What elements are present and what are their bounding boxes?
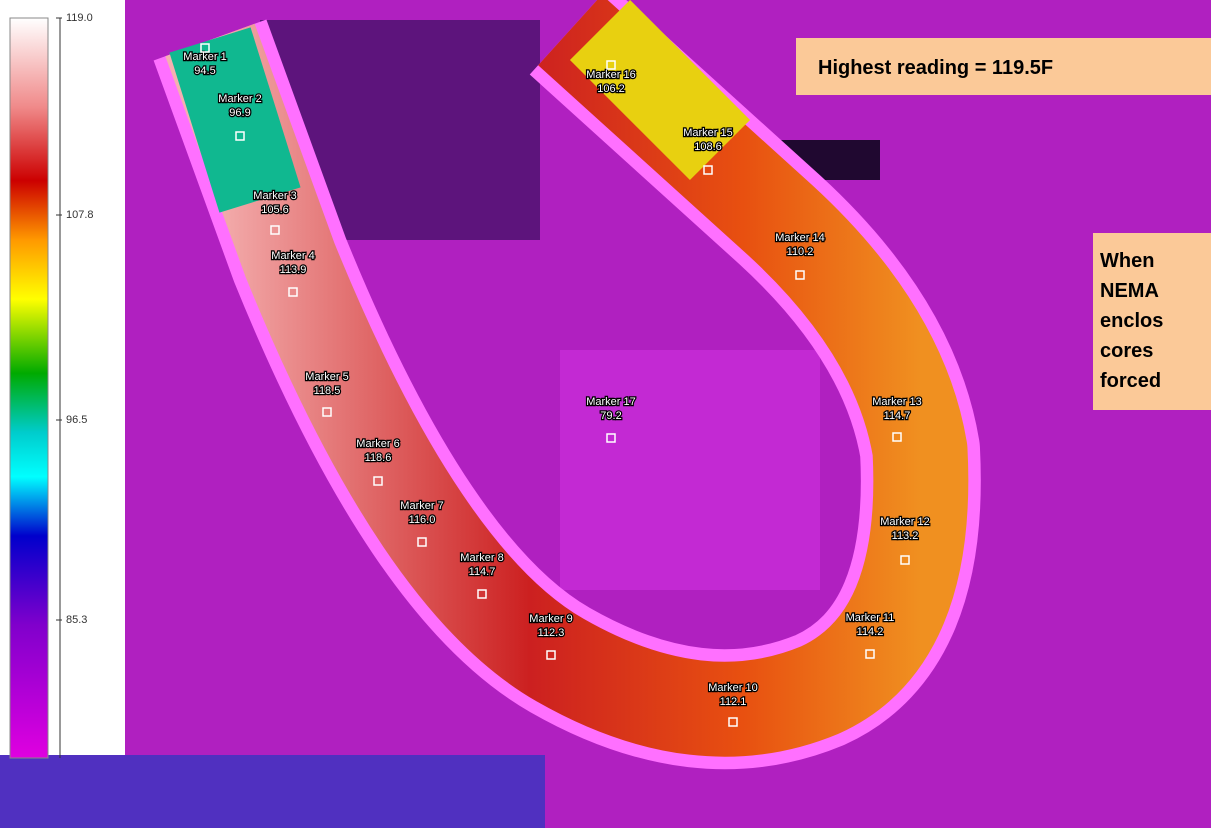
- thermal-view: Marker 1 94.5 Marker 2 96.9 Marker 3 105.6 Mar…: [0, 0, 1211, 828]
- marker-label: Marker 7: [400, 500, 443, 512]
- tick-label: 96.5: [66, 414, 87, 426]
- page: Marker 1 94.5 Marker 2 96.9 Marker 3 105.6 Mar…: [0, 0, 1211, 828]
- marker-label: Marker 13: [872, 396, 922, 408]
- marker-value: 114.7: [884, 410, 911, 422]
- marker-value: 113.9: [280, 264, 307, 276]
- bottom-strip: [0, 755, 545, 828]
- marker-value: 110.2: [787, 246, 814, 258]
- marker-value: 118.5: [314, 385, 341, 397]
- marker-value: 94.5: [194, 65, 215, 77]
- marker-value: 106.2: [597, 83, 625, 95]
- color-scale: [10, 18, 48, 758]
- tick-label: 107.8: [66, 209, 94, 221]
- marker-label: Marker 10: [708, 682, 758, 694]
- marker-label: Marker 12: [880, 516, 930, 528]
- callout-text: Highest reading = 119.5F: [818, 57, 1053, 79]
- marker-value: 118.6: [365, 452, 392, 464]
- marker-label: Marker 11: [846, 612, 895, 624]
- marker-label: Marker 6: [356, 438, 399, 450]
- marker-label: Marker 8: [460, 552, 503, 564]
- tick-label: 85.3: [66, 614, 87, 626]
- marker-label: Marker 1: [183, 51, 226, 63]
- note: When NEMA enclos cores forced: [1100, 250, 1163, 392]
- marker-value: 114.7: [469, 566, 496, 578]
- marker-value: 113.2: [892, 530, 919, 542]
- marker-label: Marker 5: [305, 371, 348, 383]
- note-line: When: [1100, 250, 1154, 272]
- note-line: NEMA: [1100, 280, 1159, 302]
- floor-region: [560, 350, 820, 590]
- tick-label: 119.0: [66, 12, 93, 24]
- marker-value: 108.6: [694, 141, 722, 153]
- conductor-cool-end: [210, 40, 260, 200]
- marker-label: Marker 15: [683, 127, 733, 139]
- marker-label: Marker 16: [586, 69, 636, 81]
- marker-value: 112.1: [720, 696, 747, 708]
- marker-value: 79.2: [600, 410, 621, 422]
- marker-value: 105.6: [261, 204, 289, 216]
- marker-label: Marker 2: [218, 93, 261, 105]
- marker-label: Marker 9: [529, 613, 572, 625]
- marker-label: Marker 4: [271, 250, 314, 262]
- marker-label: Marker 17: [586, 396, 636, 408]
- marker-value: 96.9: [229, 107, 250, 119]
- marker-label: Marker 3: [253, 190, 296, 202]
- marker-value: 116.0: [409, 514, 436, 526]
- note-line: enclos: [1100, 310, 1163, 332]
- marker-value: 114.2: [857, 626, 884, 638]
- note-line: forced: [1100, 370, 1161, 392]
- marker-value: 112.3: [538, 627, 565, 639]
- marker-label: Marker 14: [775, 232, 825, 244]
- note-line: cores: [1100, 340, 1153, 362]
